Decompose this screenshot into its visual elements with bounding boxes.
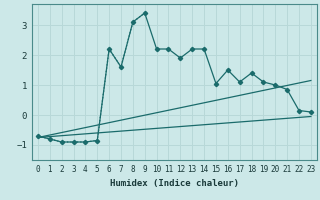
- X-axis label: Humidex (Indice chaleur): Humidex (Indice chaleur): [110, 179, 239, 188]
